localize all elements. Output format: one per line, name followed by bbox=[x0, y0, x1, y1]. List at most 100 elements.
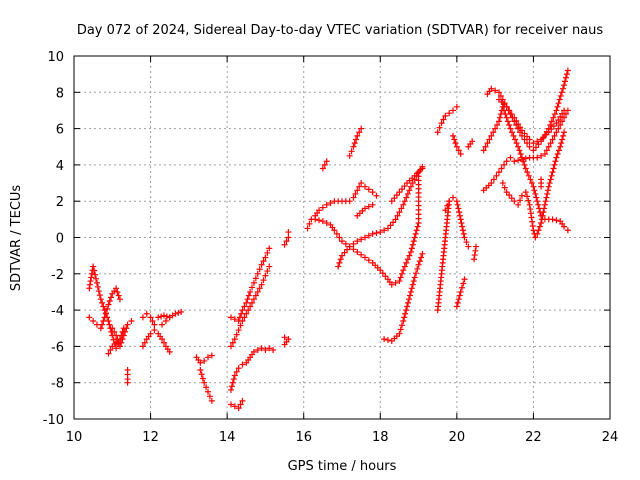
data-point bbox=[348, 148, 355, 155]
data-point bbox=[412, 230, 419, 237]
data-point bbox=[473, 243, 479, 250]
data-point bbox=[482, 143, 489, 150]
data-point bbox=[436, 124, 443, 131]
data-point bbox=[235, 327, 242, 334]
data-point bbox=[233, 331, 240, 338]
data-point bbox=[453, 198, 460, 205]
data-point bbox=[143, 310, 150, 317]
data-point bbox=[525, 197, 532, 204]
data-point bbox=[354, 238, 361, 245]
data-point bbox=[266, 263, 273, 270]
data-point bbox=[365, 257, 372, 264]
data-point bbox=[553, 154, 560, 161]
data-point bbox=[241, 303, 248, 310]
data-point bbox=[495, 118, 502, 125]
data-point bbox=[554, 103, 561, 110]
data-point bbox=[90, 263, 97, 270]
data-point bbox=[410, 238, 417, 245]
data-point bbox=[457, 151, 464, 158]
y-axis-label: SDTVAR / TECUs bbox=[9, 185, 24, 292]
data-point bbox=[231, 372, 238, 379]
data-point bbox=[237, 322, 244, 329]
data-point bbox=[408, 245, 415, 252]
data-point bbox=[403, 259, 410, 266]
data-point bbox=[339, 252, 345, 259]
data-point bbox=[547, 140, 554, 147]
data-point bbox=[453, 103, 460, 110]
data-point bbox=[239, 317, 246, 324]
data-point bbox=[450, 107, 457, 114]
data-point bbox=[442, 112, 449, 119]
data-point bbox=[522, 189, 529, 196]
data-point bbox=[553, 217, 560, 224]
data-point bbox=[365, 186, 372, 193]
data-point bbox=[546, 180, 553, 187]
data-point bbox=[350, 246, 357, 253]
data-point bbox=[124, 379, 131, 386]
data-point bbox=[122, 328, 129, 335]
axis-ticks bbox=[73, 55, 611, 420]
data-point bbox=[108, 294, 115, 301]
data-point bbox=[497, 92, 504, 99]
data-point bbox=[172, 310, 179, 317]
data-point bbox=[524, 169, 531, 176]
data-point bbox=[411, 274, 418, 281]
data-point bbox=[206, 393, 213, 400]
data-point bbox=[114, 288, 121, 295]
data-point bbox=[419, 250, 426, 257]
data-point bbox=[407, 249, 414, 256]
data-point bbox=[86, 285, 93, 292]
data-point bbox=[323, 219, 330, 226]
data-point bbox=[285, 336, 292, 343]
data-point bbox=[458, 219, 465, 226]
data-point bbox=[141, 339, 148, 346]
data-point bbox=[197, 366, 204, 373]
data-point bbox=[544, 187, 551, 194]
data-point bbox=[250, 348, 257, 355]
data-point bbox=[96, 292, 103, 299]
data-point bbox=[542, 198, 549, 205]
x-tick-label: 14 bbox=[219, 430, 236, 445]
data-point bbox=[548, 172, 555, 179]
data-point bbox=[518, 156, 525, 163]
data-point bbox=[392, 216, 399, 223]
data-point bbox=[107, 347, 114, 354]
data-point bbox=[507, 125, 514, 132]
data-point bbox=[231, 336, 238, 343]
data-point bbox=[93, 321, 100, 328]
data-point bbox=[453, 143, 460, 150]
data-point bbox=[227, 343, 234, 350]
data-point bbox=[460, 230, 467, 237]
data-point bbox=[341, 249, 348, 256]
data-point bbox=[361, 234, 368, 241]
data-point bbox=[409, 180, 416, 187]
data-point bbox=[411, 234, 418, 241]
data-point bbox=[450, 194, 457, 201]
data-point bbox=[266, 345, 273, 352]
data-point bbox=[249, 299, 256, 306]
data-point bbox=[503, 158, 510, 165]
data-point bbox=[205, 354, 211, 361]
data-point bbox=[524, 133, 531, 140]
data-point bbox=[405, 299, 412, 306]
data-point bbox=[434, 129, 441, 136]
data-point bbox=[365, 232, 372, 239]
data-point bbox=[258, 281, 265, 288]
data-point bbox=[517, 151, 524, 158]
data-point bbox=[258, 345, 265, 352]
data-point bbox=[401, 183, 408, 190]
y-tick-label: 6 bbox=[56, 123, 64, 138]
data-point bbox=[508, 195, 515, 202]
data-point bbox=[94, 283, 101, 290]
data-point bbox=[396, 278, 403, 285]
data-point bbox=[337, 256, 344, 263]
data-point bbox=[496, 114, 503, 121]
data-point bbox=[562, 74, 569, 81]
data-point bbox=[562, 78, 569, 85]
data-point bbox=[525, 172, 532, 179]
y-tick-label: 0 bbox=[56, 232, 64, 247]
data-point bbox=[550, 165, 557, 172]
data-point bbox=[102, 310, 109, 317]
data-point bbox=[558, 89, 565, 96]
data-point bbox=[247, 288, 254, 295]
